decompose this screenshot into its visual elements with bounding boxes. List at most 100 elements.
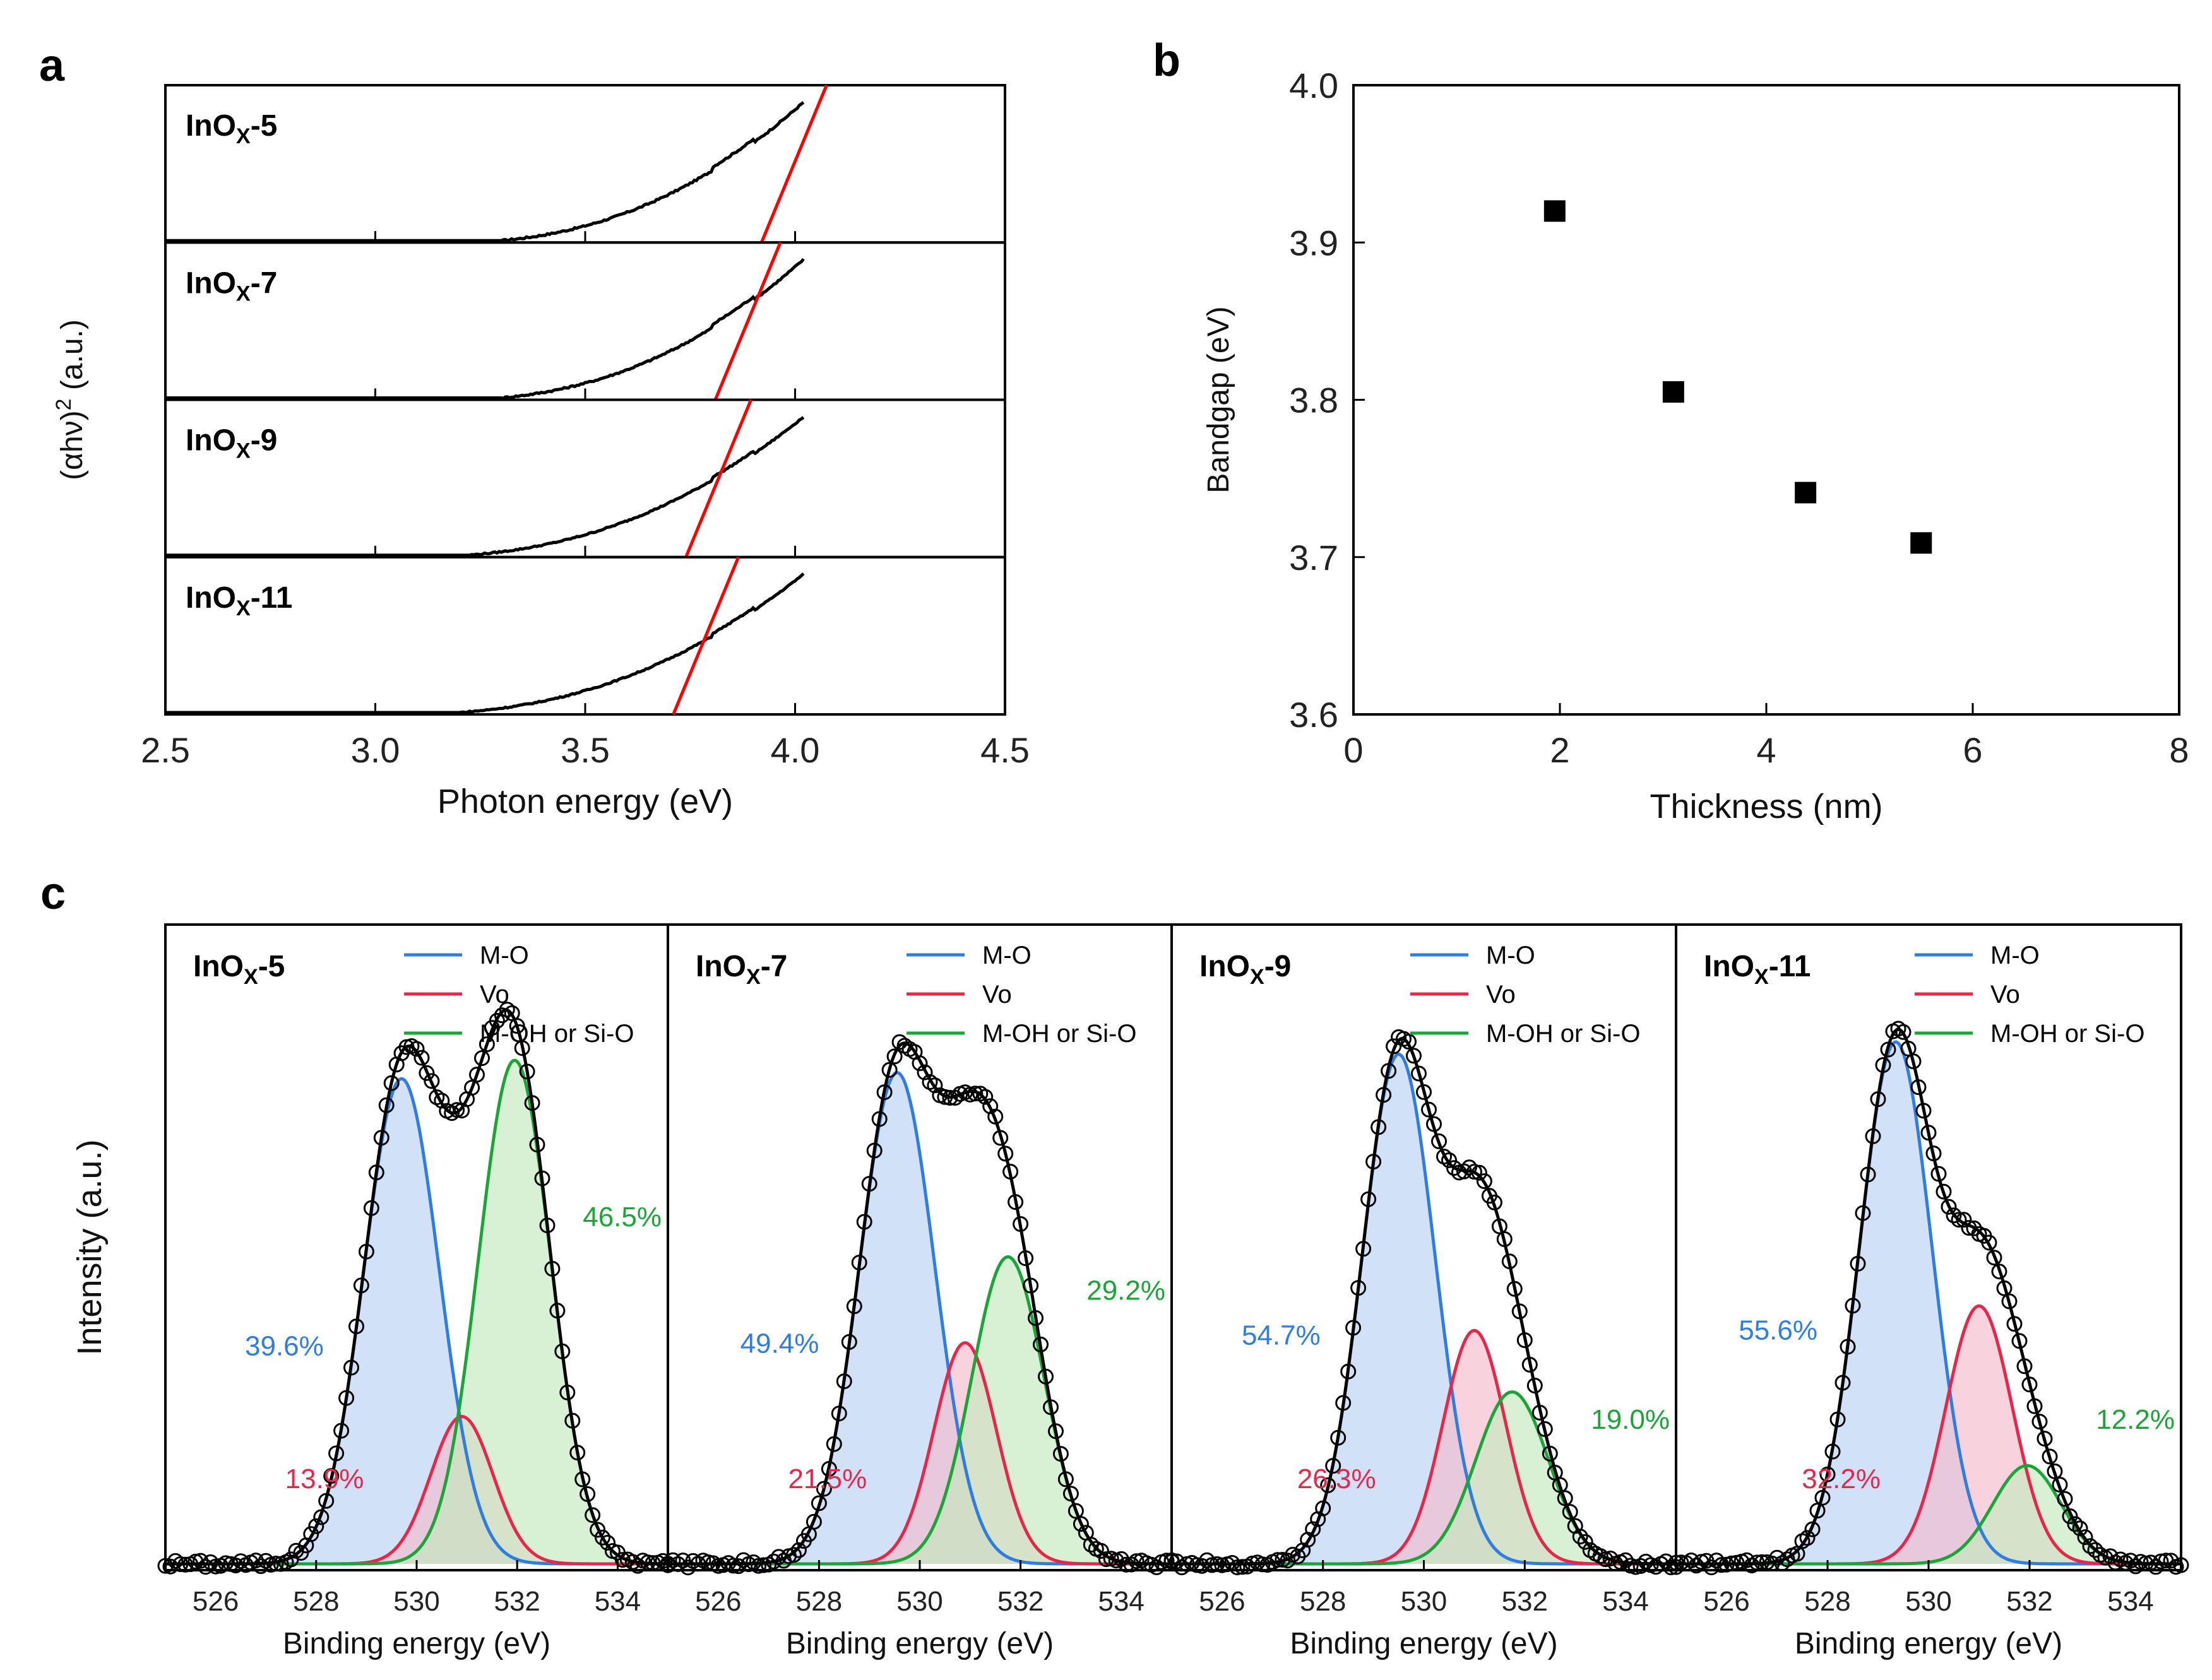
data-point <box>1376 1087 1392 1103</box>
legend-entry-ohsio: M-OH or Si-O <box>1486 1020 1640 1048</box>
subplot-label: InOX-9 <box>1199 950 1291 989</box>
x-tick-label: 4.0 <box>771 730 820 770</box>
data-point <box>1930 1166 1947 1182</box>
data-point <box>247 1553 264 1569</box>
data-point <box>881 1062 898 1078</box>
x-tick-label: 3.0 <box>351 730 400 770</box>
data-point <box>1360 1191 1377 1207</box>
data-point <box>821 1461 837 1477</box>
y-tick-label: 3.6 <box>1289 695 1338 735</box>
x-tick-label: 534 <box>595 1586 641 1617</box>
data-point <box>1956 1212 1972 1228</box>
data-point <box>1073 1516 1089 1532</box>
y-axis-label: (αhν)2 (a.u.) <box>52 319 89 480</box>
component-fill-mo <box>1676 1042 2181 1564</box>
data-point <box>1038 1368 1054 1385</box>
x-tick-label: 528 <box>796 1586 842 1617</box>
data-point <box>1325 1458 1341 1474</box>
x-tick-label: 4.5 <box>980 730 1030 770</box>
data-point <box>886 1048 903 1065</box>
data-point <box>2011 1333 2028 1349</box>
x-tick-label: 528 <box>1804 1586 1850 1617</box>
legend-entry-vo: Vo <box>1990 981 2020 1009</box>
data-point <box>2127 1558 2144 1575</box>
data-point <box>2087 1542 2103 1558</box>
data-point <box>806 1513 822 1530</box>
data-point <box>419 1065 435 1081</box>
data-point <box>544 1260 561 1277</box>
data-point <box>1986 1250 2002 1266</box>
absorption-curve <box>165 416 805 557</box>
data-point <box>1552 1477 1568 1493</box>
data-point <box>600 1535 615 1551</box>
data-point <box>1431 1133 1447 1149</box>
data-point <box>811 1495 827 1511</box>
data-point <box>1411 1065 1427 1082</box>
data-point <box>1840 1339 1856 1355</box>
data-point <box>554 1343 571 1359</box>
x-axis-label: Binding energy (eV) <box>283 1627 550 1660</box>
data-point <box>1048 1423 1064 1440</box>
component-fill-mo <box>668 1072 1172 1564</box>
data-point <box>1920 1125 1937 1141</box>
data-point <box>942 1090 958 1106</box>
component-fill-ohsio <box>165 1060 668 1564</box>
data-point <box>1845 1298 1861 1314</box>
data-point <box>524 1095 540 1111</box>
component-fill-ohsio <box>668 1257 1172 1564</box>
component-fill-vo <box>668 1342 1172 1564</box>
data-point <box>1542 1445 1558 1462</box>
x-tick-label: 526 <box>1703 1586 1749 1617</box>
data-point <box>756 1557 772 1573</box>
x-tick-label: 0 <box>1343 730 1363 770</box>
y-tick-label: 4.0 <box>1289 66 1338 105</box>
percent-label-mo: 49.4% <box>740 1328 819 1359</box>
data-point <box>499 1002 515 1018</box>
x-tick-label: 526 <box>1199 1586 1245 1617</box>
data-point <box>1713 1557 1730 1573</box>
component-fill-ohsio <box>1172 1392 1676 1564</box>
x-tick-label: 2 <box>1550 730 1569 770</box>
data-point <box>1118 1556 1134 1573</box>
data-point <box>479 1036 495 1053</box>
x-axis-label: Thickness (nm) <box>1650 788 1882 825</box>
data-point <box>1371 1119 1387 1135</box>
data-point <box>464 1080 480 1096</box>
component-fill-vo <box>1676 1306 2181 1564</box>
data-point <box>358 1243 374 1260</box>
data-point <box>2077 1529 2093 1546</box>
data-point <box>1662 381 1684 403</box>
data-point <box>509 1018 525 1034</box>
percent-label-ohsio: 19.0% <box>1591 1404 1670 1435</box>
x-tick-label: 534 <box>1602 1586 1648 1617</box>
tauc-subplot-5: InOX-5 <box>164 84 1006 244</box>
data-point <box>851 1255 867 1271</box>
data-point <box>1486 1194 1502 1210</box>
data-point <box>549 1303 566 1319</box>
subplot-label: InOX-9 <box>186 424 277 463</box>
data-point <box>424 1073 440 1089</box>
data-point <box>564 1412 581 1429</box>
data-point <box>338 1390 355 1406</box>
data-point <box>614 1552 631 1568</box>
percent-label-mo: 55.6% <box>1739 1315 1817 1346</box>
data-point <box>590 1522 606 1538</box>
data-point <box>1516 1332 1533 1348</box>
data-point <box>1769 1549 1785 1566</box>
data-point <box>1602 1551 1619 1566</box>
data-point <box>1234 1559 1251 1575</box>
x-tick-label: 526 <box>695 1586 741 1617</box>
data-point <box>1946 1207 1962 1224</box>
data-point <box>1320 1477 1336 1493</box>
data-point <box>328 1445 345 1462</box>
data-point <box>2001 1293 2018 1310</box>
x-axis-label: Binding energy (eV) <box>1795 1627 2062 1660</box>
data-point <box>1335 1395 1352 1411</box>
x-tick-label: 530 <box>1905 1586 1951 1617</box>
data-point <box>1098 1551 1114 1568</box>
data-point <box>580 1486 596 1502</box>
data-point <box>1275 1552 1291 1568</box>
data-point <box>1067 1503 1084 1519</box>
plot-frame <box>1352 84 2180 716</box>
data-point <box>1062 1486 1079 1502</box>
